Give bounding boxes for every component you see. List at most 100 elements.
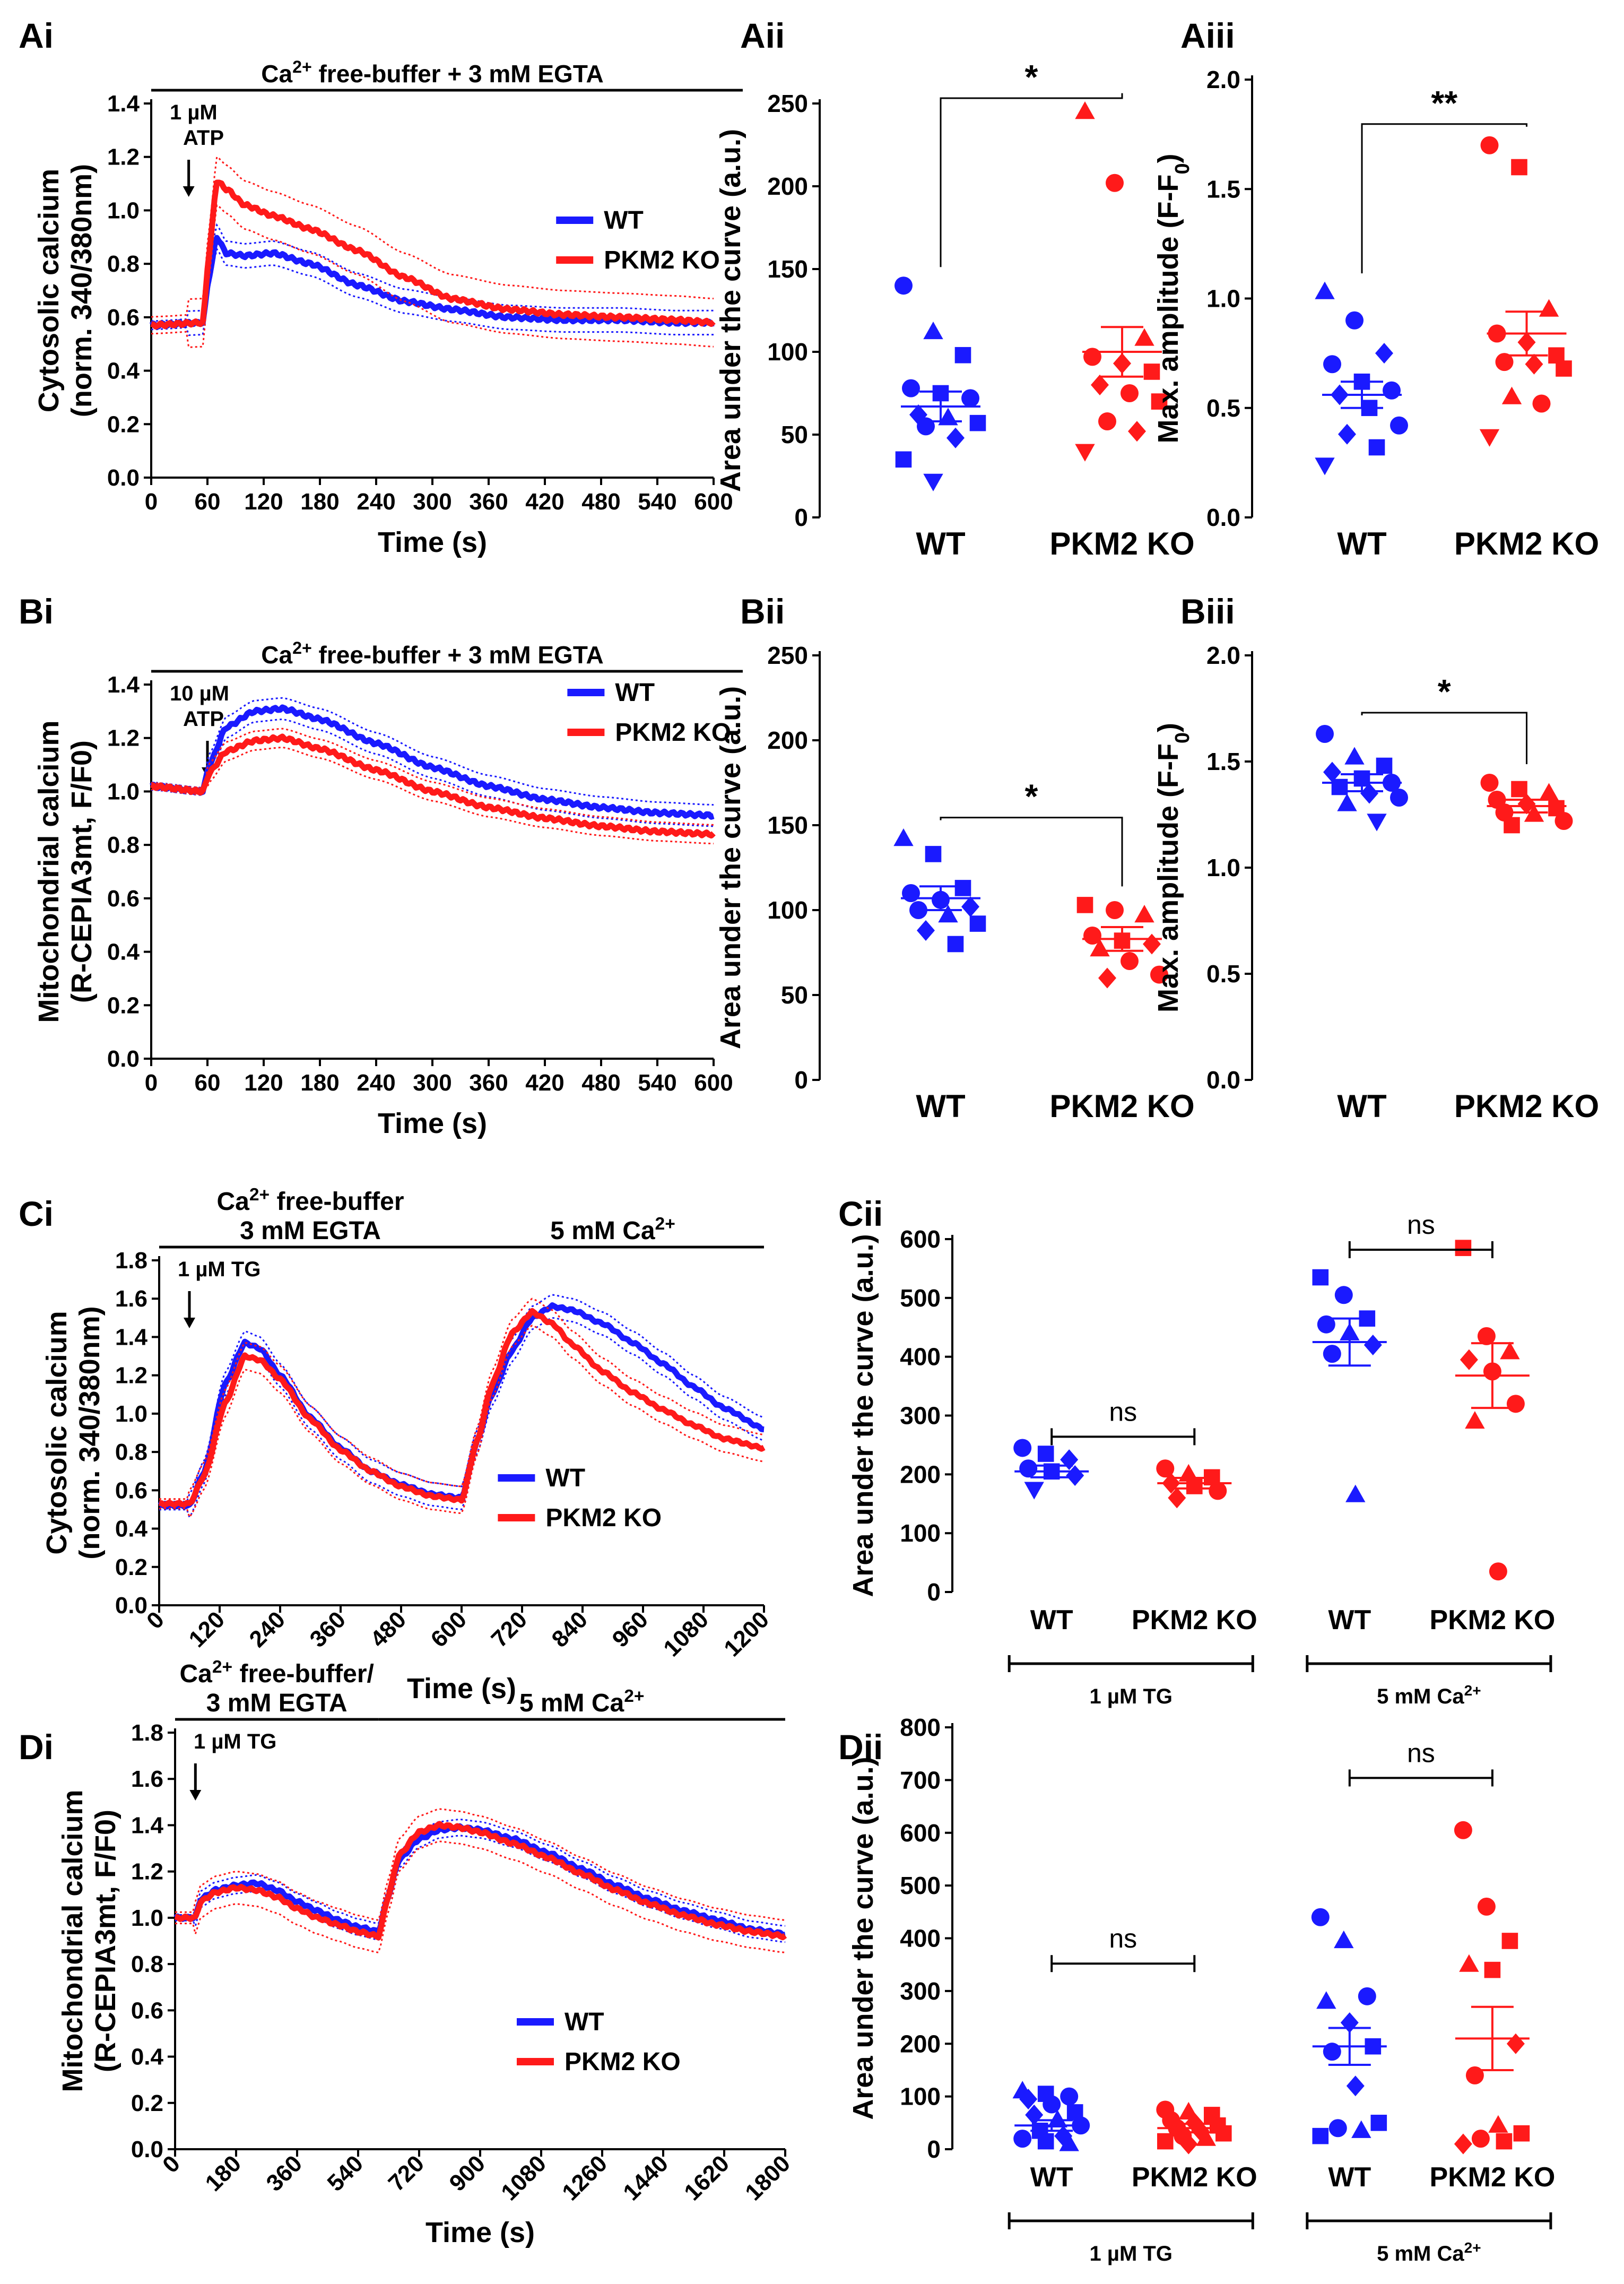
Ai-x-tick-label: 600 xyxy=(694,489,733,515)
Ai-y-tick-label: 0.8 xyxy=(107,251,140,277)
Bii-data-point xyxy=(893,828,914,846)
Aiii-data-point xyxy=(1539,299,1559,317)
Biii-y-tick-label: 2.0 xyxy=(1206,642,1240,669)
Ci-stimulus-arrowhead xyxy=(184,1318,195,1328)
Cii-data-point xyxy=(1323,1345,1341,1363)
Biii-y-tick-label: 1.5 xyxy=(1206,748,1240,775)
Biii-data-point xyxy=(1504,817,1520,834)
Ai-x-tick-label: 120 xyxy=(244,489,283,515)
Aii-data-point xyxy=(1128,421,1146,442)
Ai-y-label: Cytosolic calcium xyxy=(33,169,65,412)
Ci-y-tick-label: 1.8 xyxy=(115,1248,147,1274)
Bii-data-point xyxy=(909,901,927,919)
Dii-data-point xyxy=(1370,2115,1387,2131)
Cii-data-point xyxy=(1024,1482,1044,1500)
Dii-data-point xyxy=(1471,2130,1490,2148)
Aiii-data-point xyxy=(1501,386,1522,404)
Cii-x-category-label: PKM2 KO xyxy=(1429,1605,1555,1636)
Biii-data-point xyxy=(1480,774,1499,792)
Ai-y-tick-label: 1.2 xyxy=(107,144,140,170)
Bi-x-tick-label: 60 xyxy=(195,1070,221,1096)
Di-condition-label: 3 mM EGTA xyxy=(206,1689,348,1717)
Aii-data-point xyxy=(1151,393,1168,410)
Dii-data-point xyxy=(1311,1908,1330,1926)
Di-y-label: (R-CEPIA3mt, F/F0) xyxy=(90,1810,121,2072)
Bi-x-tick-label: 300 xyxy=(413,1070,451,1096)
Bii-data-point xyxy=(938,905,958,923)
Ci-sem-upper-0 xyxy=(159,1294,765,1503)
Cii-data-point xyxy=(1455,1240,1472,1256)
Ci-y-label: (norm. 340/380nm) xyxy=(74,1306,106,1559)
Bi-x-tick-label: 480 xyxy=(581,1070,620,1096)
Aii-data-point xyxy=(923,473,943,491)
Aii-data-point xyxy=(961,389,979,408)
Di-x-tick-label: 1260 xyxy=(557,2150,612,2205)
Cii-x-category-label: WT xyxy=(1030,1605,1073,1636)
Cii-y-tick-label: 100 xyxy=(900,1519,941,1547)
Biii-significance-label: * xyxy=(1438,672,1451,711)
Ai-x-tick-label: 180 xyxy=(300,489,339,515)
Aii-x-category-label: WT xyxy=(916,526,965,561)
Dii-y-tick-label: 600 xyxy=(900,1819,941,1847)
Di-y-tick-label: 0.2 xyxy=(131,2090,163,2116)
Bi-series-line-1 xyxy=(150,733,716,839)
Di-legend-label-1: PKM2 KO xyxy=(565,2048,681,2076)
Bi-y-label: (R-CEPIA3mt, F/F0) xyxy=(66,740,98,1003)
Aii-data-point xyxy=(894,276,913,295)
Ai-stimulus-arrowhead xyxy=(183,186,195,197)
Bii-significance-label: * xyxy=(1025,777,1038,816)
Dii-data-point xyxy=(1334,1930,1354,1949)
Dii-data-point xyxy=(1488,2115,1508,2133)
Dii-data-point xyxy=(1312,2127,1329,2144)
Aiii-data-point xyxy=(1532,394,1551,413)
Aii-x-category-label: PKM2 KO xyxy=(1049,526,1194,561)
Biii-y-tick-label: 0.5 xyxy=(1206,960,1240,988)
Ci-sem-lower-1 xyxy=(159,1325,765,1519)
Aiii-data-point xyxy=(1525,353,1543,375)
Dii-data-point xyxy=(1496,2133,1513,2150)
Ci-x-tick-label: 720 xyxy=(487,1606,533,1653)
Cii-panel-label: Cii xyxy=(838,1194,883,1233)
Bi-y-tick-label: 1.2 xyxy=(107,725,140,751)
Aii-data-point xyxy=(1075,101,1095,119)
Ci-y-tick-label: 1.4 xyxy=(115,1324,148,1350)
Di-sem-lower-0 xyxy=(175,1835,786,1943)
Dii-data-point xyxy=(1179,2133,1198,2155)
Ci-x-tick-label: 120 xyxy=(184,1606,230,1653)
Ai-x-tick-label: 60 xyxy=(195,489,221,515)
Di-x-tick-label: 900 xyxy=(445,2150,491,2196)
Dii-data-point xyxy=(1346,2075,1365,2097)
Cii-data-point xyxy=(1066,1465,1084,1486)
Ai-y-tick-label: 0.0 xyxy=(107,465,140,491)
Bi-sem-upper-1 xyxy=(151,728,714,826)
Bi-panel-label: Bi xyxy=(19,592,54,631)
Bi-x-tick-label: 540 xyxy=(638,1070,676,1096)
Bi-legend-label-1: PKM2 KO xyxy=(615,719,731,747)
Cii-y-tick-label: 200 xyxy=(900,1460,941,1488)
Ai-x-tick-label: 0 xyxy=(145,489,158,515)
Di-y-tick-label: 0.8 xyxy=(131,1951,163,1977)
Bii-data-point xyxy=(1090,939,1110,957)
Biii-x-category-label: PKM2 KO xyxy=(1454,1088,1599,1124)
Cii-data-point xyxy=(1209,1482,1227,1500)
Ai-x-tick-label: 240 xyxy=(357,489,395,515)
Biii-x-category-label: WT xyxy=(1337,1088,1386,1124)
Ai-stimulus-label: 1 µM xyxy=(170,101,218,124)
Cii-data-point xyxy=(1312,1269,1329,1286)
Aii-data-point xyxy=(917,417,935,436)
Dii-y-tick-label: 800 xyxy=(900,1714,941,1741)
Di-stimulus-label: 1 µM TG xyxy=(194,1730,276,1753)
Ai-series-line-1 xyxy=(150,179,716,330)
Di-x-tick-label: 1080 xyxy=(496,2150,551,2205)
Bi-stimulus-label: ATP xyxy=(183,707,224,731)
Ci-y-tick-label: 0.6 xyxy=(115,1477,147,1503)
Biii-data-point xyxy=(1554,812,1573,830)
Cii-data-point xyxy=(1506,1395,1525,1413)
Ci-stimulus-label: 1 µM TG xyxy=(178,1258,260,1281)
Di-y-tick-label: 1.8 xyxy=(131,1720,163,1746)
Dii-y-tick-label: 0 xyxy=(927,2135,941,2163)
Cii-data-point xyxy=(1334,1286,1353,1304)
Ai-y-tick-label: 0.4 xyxy=(107,358,140,384)
Bi-x-tick-label: 240 xyxy=(357,1070,395,1096)
Aiii-y-tick-label: 0.0 xyxy=(1206,504,1240,531)
